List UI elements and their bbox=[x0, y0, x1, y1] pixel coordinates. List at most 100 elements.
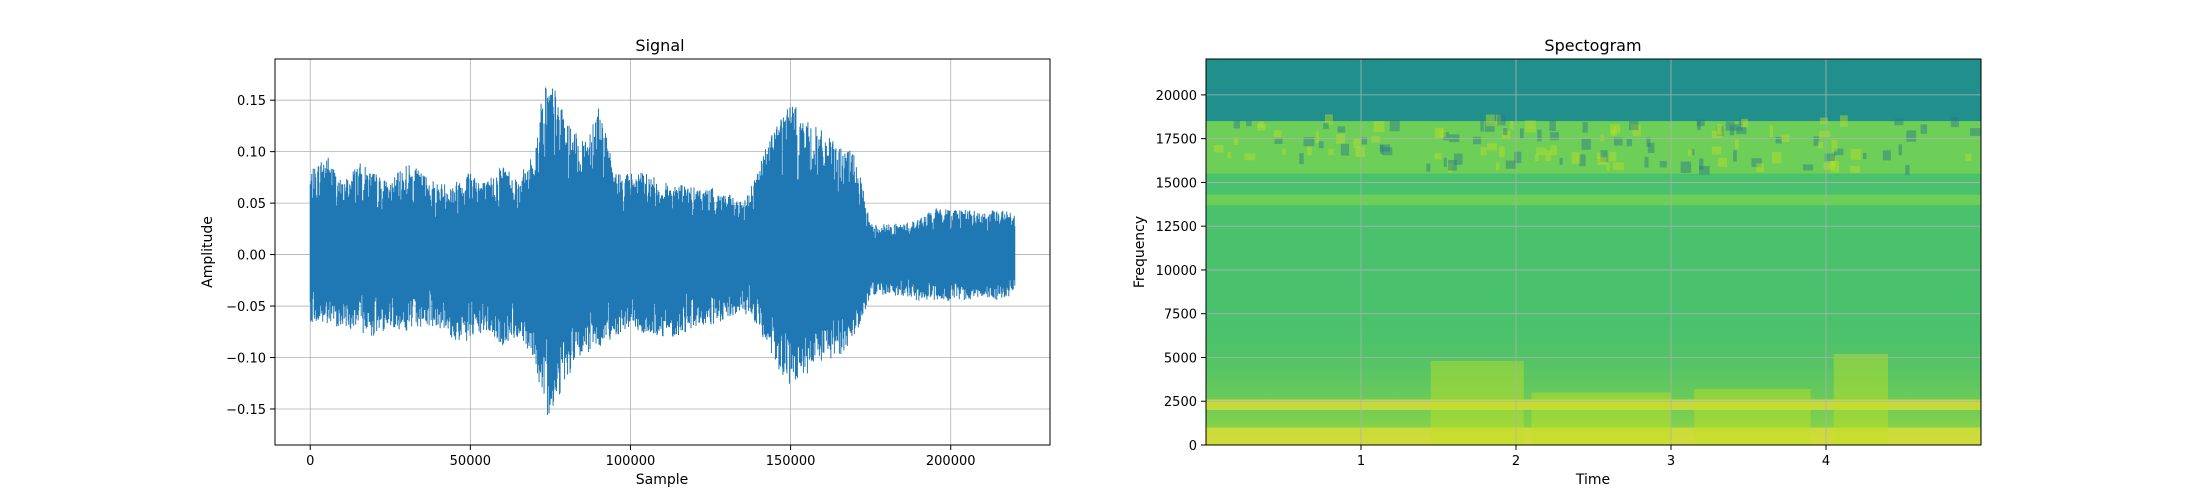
spectrogram-texture bbox=[1299, 153, 1304, 165]
spectrogram-texture bbox=[1612, 162, 1624, 171]
spectrogram-texture bbox=[1307, 146, 1312, 156]
spectrogram-x-tick-label: 4 bbox=[1822, 454, 1830, 469]
spectrogram-texture bbox=[1597, 152, 1603, 159]
spectrogram-texture bbox=[1379, 144, 1391, 152]
spectrogram-texture bbox=[1582, 121, 1588, 133]
spectrogram-texture bbox=[1495, 114, 1502, 125]
signal-series-line bbox=[309, 87, 1016, 415]
spectrogram-texture bbox=[1505, 160, 1517, 169]
spectrogram-texture bbox=[1699, 165, 1710, 175]
spectrogram-band bbox=[1206, 121, 1981, 174]
spectrogram-y-axis-label: Frequency bbox=[1132, 216, 1148, 288]
spectrogram-texture bbox=[1559, 157, 1563, 165]
spectrogram-y-tick-label: 12500 bbox=[1156, 220, 1197, 235]
spectrogram-texture bbox=[1628, 120, 1639, 131]
spectrogram-texture bbox=[1524, 120, 1536, 133]
spectrogram-texture bbox=[1950, 117, 1959, 128]
spectrogram-low-frequency-region bbox=[1206, 313, 1981, 445]
spectrogram-texture bbox=[1361, 137, 1368, 145]
signal-x-tick-label: 50000 bbox=[450, 454, 491, 469]
spectrogram-texture bbox=[1503, 128, 1508, 136]
spectrogram-texture bbox=[1581, 138, 1591, 150]
signal-x-tick-label: 100000 bbox=[606, 454, 656, 469]
spectrogram-texture bbox=[1480, 147, 1487, 156]
signal-y-ticks: −0.15 −0.10 −0.05 0.00 0.05 0.10 0.15 bbox=[226, 94, 275, 418]
spectrogram-texture bbox=[1802, 164, 1814, 171]
spectrogram-texture bbox=[1497, 114, 1506, 126]
spectrogram-texture bbox=[1382, 147, 1393, 156]
spectrogram-texture bbox=[1699, 158, 1704, 170]
signal-x-tick-label: 150000 bbox=[766, 454, 816, 469]
spectrogram-texture bbox=[1274, 137, 1283, 145]
spectrogram-texture bbox=[1647, 142, 1655, 154]
spectrogram-texture bbox=[1610, 129, 1615, 137]
spectrogram-texture bbox=[1318, 141, 1324, 149]
spectrogram-texture bbox=[1771, 152, 1782, 164]
spectrogram-texture bbox=[1691, 149, 1695, 156]
spectrogram-texture bbox=[1756, 163, 1764, 172]
signal-title: Signal bbox=[635, 36, 684, 55]
spectrogram-texture bbox=[1484, 121, 1495, 132]
spectrogram-texture bbox=[1233, 119, 1240, 129]
spectrogram-texture bbox=[1717, 157, 1727, 167]
spectrogram-burst bbox=[1430, 360, 1524, 445]
signal-y-tick-label: 0.10 bbox=[237, 146, 266, 161]
spectrogram-texture bbox=[1606, 162, 1610, 171]
spectrogram-texture bbox=[1246, 119, 1252, 127]
spectrogram-texture bbox=[1498, 146, 1505, 158]
spectrogram-texture bbox=[1609, 151, 1617, 162]
spectrogram-y-tick-label: 2500 bbox=[1164, 395, 1197, 410]
spectrogram-texture bbox=[1273, 130, 1282, 140]
spectrogram-plot-frame bbox=[1205, 58, 1982, 446]
spectrogram-texture bbox=[1824, 153, 1836, 161]
spectrogram-x-axis-label: Time bbox=[1575, 472, 1610, 488]
spectrogram-texture bbox=[1696, 119, 1705, 127]
spectrogram-texture bbox=[1644, 156, 1649, 168]
spectrogram-texture bbox=[1501, 130, 1511, 140]
spectrogram-burst bbox=[1694, 388, 1811, 445]
spectrogram-texture bbox=[1862, 152, 1867, 160]
spectrogram-texture bbox=[1448, 159, 1457, 171]
spectrogram-texture bbox=[1473, 136, 1482, 145]
signal-x-ticks: 0 50000 100000 150000 200000 bbox=[306, 445, 976, 469]
spectrogram-texture bbox=[1487, 143, 1498, 151]
spectrogram-texture bbox=[1840, 115, 1848, 127]
spectrogram-texture bbox=[1495, 162, 1500, 171]
spectrogram-texture bbox=[1646, 137, 1651, 147]
spectrogram-texture bbox=[1449, 134, 1460, 143]
spectrogram-texture bbox=[1970, 128, 1981, 136]
spectrogram-burst bbox=[1531, 392, 1671, 445]
spectrogram-texture bbox=[1823, 162, 1835, 170]
signal-plot-frame bbox=[274, 58, 1051, 446]
signal-plot: Signal 0 50000 100000 150000 200000 −0.15−0.… bbox=[200, 36, 1051, 488]
spectrogram-band bbox=[1206, 399, 1981, 410]
spectrogram-y-tick-label: 5000 bbox=[1164, 351, 1197, 366]
spectrogram-texture bbox=[1328, 148, 1334, 155]
spectrogram-texture bbox=[1324, 114, 1333, 125]
spectrogram-y-tick-label: 7500 bbox=[1164, 308, 1197, 323]
spectrogram-texture bbox=[1380, 144, 1384, 154]
signal-y-tick-label: −0.10 bbox=[226, 352, 266, 367]
spectrogram-texture bbox=[1613, 126, 1617, 136]
spectrogram-texture bbox=[1600, 150, 1608, 162]
spectrogram-texture bbox=[1549, 119, 1556, 131]
spectrogram-texture bbox=[1258, 121, 1264, 128]
spectrogram-texture bbox=[1597, 157, 1607, 165]
spectrogram-texture bbox=[1697, 120, 1701, 131]
spectrogram-texture bbox=[1905, 165, 1910, 175]
spectrogram-texture bbox=[1537, 129, 1542, 142]
spectrogram-y-tick-label: 20000 bbox=[1156, 89, 1197, 104]
spectrogram-texture bbox=[1818, 130, 1830, 138]
spectrogram-texture bbox=[1725, 121, 1735, 131]
spectrogram-texture bbox=[1751, 158, 1762, 168]
spectrogram-texture bbox=[1233, 137, 1239, 146]
spectrogram-burst bbox=[1833, 353, 1888, 445]
signal-x-tick-label: 200000 bbox=[926, 454, 976, 469]
spectrogram-y-tick-label: 15000 bbox=[1156, 176, 1197, 191]
spectrogram-texture bbox=[1373, 121, 1385, 133]
spectrogram-texture bbox=[1906, 130, 1917, 142]
spectrogram-texture bbox=[1480, 120, 1484, 132]
spectrogram-texture bbox=[1550, 145, 1558, 156]
spectrogram-texture bbox=[1447, 163, 1453, 173]
